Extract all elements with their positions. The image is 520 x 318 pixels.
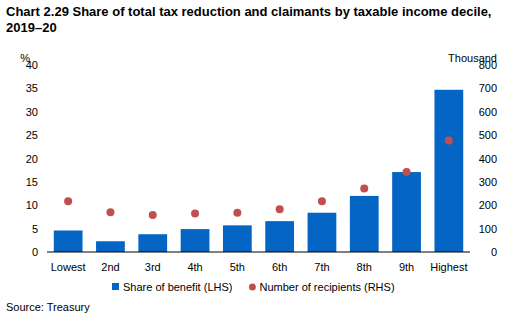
point: [445, 137, 453, 145]
point: [276, 205, 284, 213]
y2-tick: [470, 181, 473, 182]
x-tick-label: 3rd: [145, 261, 161, 273]
y-tick: [44, 228, 47, 229]
x-tick-label: 6th: [272, 261, 287, 273]
y-tick-label: 0: [32, 246, 38, 258]
point: [106, 208, 114, 216]
point: [233, 209, 241, 217]
bar: [96, 241, 125, 252]
legend-swatch: [249, 284, 256, 291]
y2-tick: [470, 228, 473, 229]
y-tick: [44, 111, 47, 112]
x-tick-label: 8th: [357, 261, 372, 273]
y2-tick-label: 200: [479, 199, 497, 211]
y-tick: [44, 252, 47, 253]
chart: Chart 2.29 Share of total tax reduction …: [0, 0, 520, 318]
source: Source: Treasury: [6, 301, 90, 313]
y2-tick: [470, 65, 473, 66]
y-tick-label: 15: [26, 176, 38, 188]
y2-tick-label: 100: [479, 223, 497, 235]
y2-tick-label: 0: [491, 246, 497, 258]
y-tick: [44, 158, 47, 159]
x-tick-label: 9th: [399, 261, 414, 273]
y-tick-label: 40: [26, 59, 38, 71]
x-tick-label: 5th: [230, 261, 245, 273]
point: [64, 197, 72, 205]
plot-area: [54, 90, 463, 252]
y2-tick-label: 400: [479, 153, 497, 165]
x-tick-label: 4th: [187, 261, 202, 273]
y2-tick-label: 500: [479, 129, 497, 141]
point: [191, 209, 199, 217]
x-axis: [47, 252, 470, 253]
bar: [54, 230, 83, 252]
y2-tick: [470, 252, 473, 253]
title: Chart 2.29 Share of total tax reduction …: [6, 4, 491, 35]
legend-swatch: [112, 283, 119, 290]
y-tick-label: 20: [26, 153, 38, 165]
bar: [181, 229, 210, 252]
y2-tick-label: 800: [479, 59, 497, 71]
y2-tick: [470, 88, 473, 89]
x-tick-label: 7th: [314, 261, 329, 273]
legend-label: Share of benefit (LHS): [123, 281, 232, 293]
y-tick: [44, 65, 47, 66]
bar: [434, 90, 463, 252]
y-tick: [44, 88, 47, 89]
y2-tick: [470, 111, 473, 112]
y-tick: [44, 135, 47, 136]
y-tick-label: 10: [26, 199, 38, 211]
y-tick-label: 35: [26, 82, 38, 94]
bar: [138, 234, 167, 252]
x-tick-label: Lowest: [51, 261, 86, 273]
y2-tick-label: 300: [479, 176, 497, 188]
y-tick-label: 5: [32, 223, 38, 235]
y-tick: [44, 181, 47, 182]
y2-tick-label: 700: [479, 82, 497, 94]
bar: [392, 172, 421, 252]
bar: [265, 221, 294, 252]
y2-tick: [470, 158, 473, 159]
bar: [350, 196, 379, 252]
y-tick-label: 25: [26, 129, 38, 141]
point: [318, 197, 326, 205]
y2-tick: [470, 205, 473, 206]
x-tick-label: 2nd: [101, 261, 119, 273]
point: [149, 211, 157, 219]
bar: [223, 225, 252, 252]
legend-label: Number of recipients (RHS): [259, 281, 394, 293]
y-tick: [44, 205, 47, 206]
x-tick-label: Highest: [430, 261, 467, 273]
y-tick-label: 30: [26, 106, 38, 118]
y2-tick: [470, 135, 473, 136]
point: [360, 184, 368, 192]
point: [403, 168, 411, 176]
bar: [308, 213, 337, 252]
y2-tick-label: 600: [479, 106, 497, 118]
